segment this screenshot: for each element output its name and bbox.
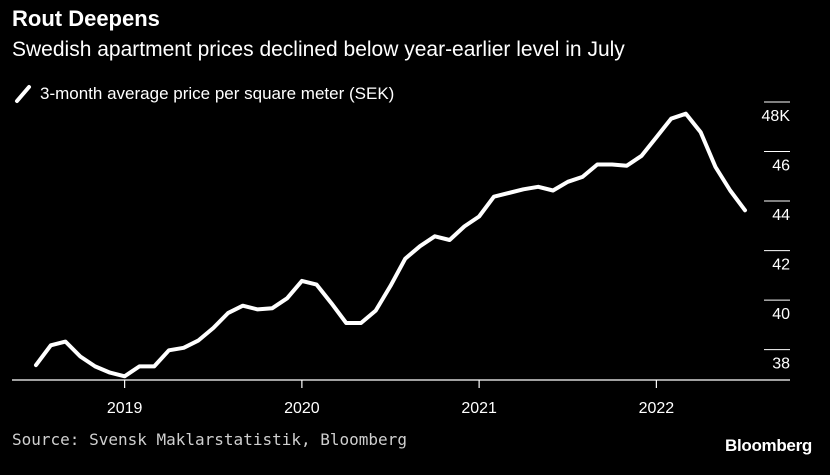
data-point	[640, 154, 644, 158]
data-point	[123, 374, 127, 378]
data-point	[566, 180, 570, 184]
y-tick-label: 46	[772, 157, 790, 174]
y-tick-label: 38	[772, 356, 790, 373]
data-point	[433, 234, 437, 238]
line-swatch-icon	[15, 85, 31, 103]
data-point	[448, 238, 452, 242]
data-point	[182, 346, 186, 350]
data-point	[108, 371, 112, 375]
data-point	[315, 283, 319, 287]
data-point	[285, 296, 289, 300]
x-tick-label: 2020	[284, 400, 320, 417]
data-point	[462, 224, 466, 228]
data-point	[34, 363, 38, 367]
data-point	[256, 307, 260, 311]
data-point	[300, 279, 304, 283]
data-point	[536, 185, 540, 189]
x-tick-label: 2021	[461, 400, 497, 417]
legend-label: 3-month average price per square meter (…	[40, 84, 395, 103]
data-point	[359, 321, 363, 325]
brand-logo: Bloomberg	[724, 436, 812, 455]
data-point	[684, 112, 688, 116]
chart-subtitle: Swedish apartment prices declined below …	[12, 38, 625, 61]
data-point	[610, 163, 614, 167]
data-point	[78, 355, 82, 359]
legend: 3-month average price per square meter (…	[14, 84, 394, 104]
data-point	[137, 364, 141, 368]
source-note: Source: Svensk Maklarstatistik, Bloomber…	[12, 430, 407, 449]
data-point	[167, 348, 171, 352]
data-point	[728, 189, 732, 193]
data-point	[270, 306, 274, 310]
data-point	[699, 130, 703, 134]
data-point	[344, 321, 348, 325]
data-point	[625, 164, 629, 168]
data-point	[211, 326, 215, 330]
y-tick-label: 48K	[762, 108, 791, 125]
data-point	[152, 364, 156, 368]
data-point	[329, 301, 333, 305]
y-tick-label: 40	[772, 306, 790, 323]
data-point	[669, 117, 673, 121]
data-point	[197, 338, 201, 342]
data-point	[595, 163, 599, 167]
data-point	[551, 189, 555, 193]
data-point	[418, 244, 422, 248]
data-point	[241, 304, 245, 308]
data-point	[521, 187, 525, 191]
data-point	[49, 343, 53, 347]
data-point	[403, 257, 407, 261]
data-point	[507, 191, 511, 195]
data-point	[714, 165, 718, 169]
data-point	[64, 340, 68, 344]
x-tick-label: 2022	[639, 400, 675, 417]
y-tick-label: 44	[772, 207, 790, 224]
chart-title: Rout Deepens	[12, 6, 160, 31]
data-point	[492, 195, 496, 199]
data-point	[93, 364, 97, 368]
data-point	[743, 208, 747, 212]
data-point	[477, 215, 481, 219]
x-tick-label: 2019	[107, 400, 143, 417]
data-point	[654, 135, 658, 139]
data-point	[581, 175, 585, 179]
data-point	[226, 311, 230, 315]
y-tick-label: 42	[772, 257, 790, 274]
data-point	[389, 284, 393, 288]
data-point	[374, 309, 378, 313]
series-line	[34, 111, 747, 379]
